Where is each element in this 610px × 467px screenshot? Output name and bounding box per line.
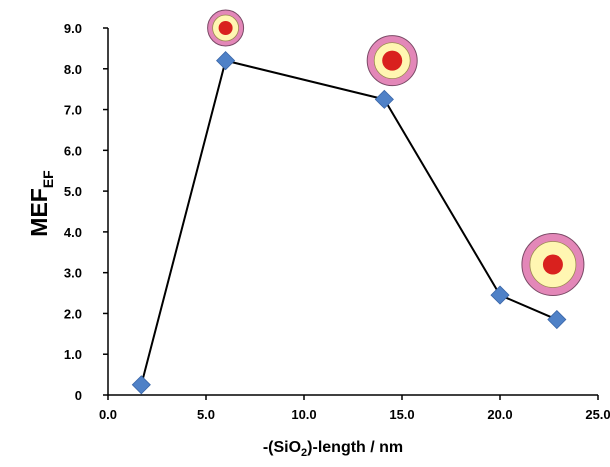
x-tick-label: 0.0 bbox=[99, 407, 117, 422]
data-point bbox=[216, 51, 236, 71]
y-axis-title-main: MEF bbox=[26, 188, 52, 237]
x-tick-label: 25.0 bbox=[585, 407, 610, 422]
y-tick-label: 9.0 bbox=[64, 21, 82, 36]
y-ticks: 0 1.0 2.0 3.0 4.0 5.0 6.0 7.0 8.0 9.0 bbox=[64, 21, 108, 403]
y-tick-label: 6.0 bbox=[64, 143, 82, 158]
data-point bbox=[131, 375, 151, 395]
core-shell-particle-icon bbox=[366, 35, 418, 87]
x-tick-label: 5.0 bbox=[197, 407, 215, 422]
particle-core bbox=[542, 254, 563, 275]
core-shell-particle-icon bbox=[521, 233, 585, 297]
data-point bbox=[374, 89, 394, 109]
y-tick-label: 7.0 bbox=[64, 103, 82, 118]
x-tick-label: 20.0 bbox=[487, 407, 512, 422]
core-shell-particle-icon bbox=[207, 9, 245, 47]
x-axis-title: -(SiO2)-length / nm bbox=[263, 439, 403, 459]
particle-core bbox=[382, 50, 403, 71]
y-tick-label: 1.0 bbox=[64, 347, 82, 362]
x-ticks: 0.0 5.0 10.0 15.0 20.0 25.0 bbox=[99, 395, 610, 422]
x-axis-title-subscript: 2 bbox=[301, 447, 307, 459]
y-axis-title-subscript: EF bbox=[40, 170, 56, 188]
y-tick-label: 2.0 bbox=[64, 306, 82, 321]
y-tick-label: 3.0 bbox=[64, 266, 82, 281]
x-axis-title-part-1: -(SiO bbox=[263, 439, 301, 456]
data-point bbox=[490, 285, 510, 305]
data-point bbox=[547, 309, 567, 330]
y-axis-title: MEFEF bbox=[26, 170, 56, 237]
y-tick-label: 0 bbox=[75, 388, 82, 403]
particle-core bbox=[218, 21, 233, 35]
axes bbox=[107, 28, 598, 396]
particle-annotations bbox=[207, 9, 585, 297]
x-axis-title-part-2: )-length / nm bbox=[307, 439, 403, 456]
data-markers bbox=[131, 51, 567, 395]
series-line bbox=[140, 59, 558, 386]
y-tick-label: 8.0 bbox=[64, 62, 82, 77]
x-tick-label: 10.0 bbox=[291, 407, 316, 422]
x-tick-label: 15.0 bbox=[389, 407, 414, 422]
y-tick-label: 5.0 bbox=[64, 184, 82, 199]
y-tick-label: 4.0 bbox=[64, 225, 82, 240]
